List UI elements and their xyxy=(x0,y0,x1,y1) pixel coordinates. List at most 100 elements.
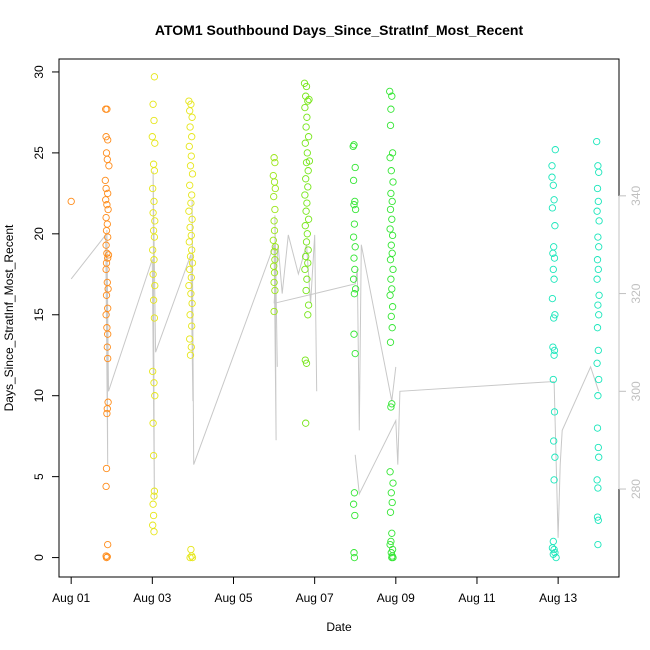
data-point xyxy=(270,226,279,235)
data-point xyxy=(186,107,194,115)
data-point xyxy=(186,553,194,562)
data-point xyxy=(270,278,278,287)
data-point xyxy=(304,183,312,191)
data-point xyxy=(188,259,197,267)
data-point xyxy=(594,392,602,400)
data-point xyxy=(304,311,312,319)
data-point xyxy=(105,162,113,170)
data-point xyxy=(151,217,159,225)
chart-title: ATOM1 Southbound Days_Since_StratInf_Mos… xyxy=(155,22,524,38)
data-point xyxy=(102,184,110,193)
data-point xyxy=(188,191,196,199)
data-point xyxy=(550,243,558,251)
data-point xyxy=(303,113,311,121)
data-point xyxy=(386,468,394,476)
data-point xyxy=(303,199,311,207)
data-point xyxy=(188,215,196,223)
data-point xyxy=(594,197,602,206)
data-point xyxy=(269,171,277,180)
data-point xyxy=(351,349,359,358)
y-tick-label: 25 xyxy=(32,146,46,160)
y-tick-label: 20 xyxy=(32,227,46,241)
data-point xyxy=(386,291,394,299)
data-point xyxy=(351,511,359,520)
data-point xyxy=(149,367,157,376)
series-1 xyxy=(67,105,113,562)
data-point xyxy=(302,82,311,91)
data-point xyxy=(594,484,602,492)
data-point xyxy=(386,256,395,264)
data-point xyxy=(387,403,395,411)
line-segment-2 xyxy=(273,234,318,392)
data-point xyxy=(550,545,558,554)
data-point xyxy=(550,196,558,204)
data-point xyxy=(271,184,279,193)
data-point xyxy=(386,205,395,214)
data-point xyxy=(104,540,112,549)
data-point xyxy=(351,285,360,293)
data-point xyxy=(304,259,312,267)
data-point xyxy=(186,311,194,319)
data-point xyxy=(594,233,602,241)
data-point xyxy=(594,540,602,549)
data-point xyxy=(151,281,159,290)
data-point xyxy=(387,105,395,113)
data-point xyxy=(349,142,357,151)
data-point xyxy=(388,215,396,223)
data-point xyxy=(188,322,196,330)
data-point xyxy=(150,197,158,206)
data-point xyxy=(550,476,558,484)
data-point xyxy=(350,254,358,262)
data-point xyxy=(102,241,110,249)
data-point xyxy=(386,225,394,233)
data-point xyxy=(595,453,603,461)
data-point xyxy=(594,162,602,170)
data-point xyxy=(149,419,157,427)
data-point xyxy=(388,529,396,537)
data-point xyxy=(550,408,559,416)
data-point xyxy=(388,400,396,408)
data-point xyxy=(349,275,358,283)
data-point xyxy=(150,528,158,536)
data-point xyxy=(187,152,195,160)
data-point xyxy=(386,87,394,96)
data-point xyxy=(185,207,193,215)
data-point xyxy=(595,375,603,384)
data-point xyxy=(548,173,556,181)
line-segment-1 xyxy=(70,171,278,499)
data-point xyxy=(149,296,158,304)
data-point xyxy=(594,516,602,524)
data-point xyxy=(388,249,396,257)
data-point xyxy=(304,133,313,141)
data-point xyxy=(387,537,395,546)
data-point xyxy=(186,223,194,232)
data-point xyxy=(350,220,359,228)
data-point xyxy=(187,231,195,240)
data-point xyxy=(150,233,159,241)
data-point xyxy=(103,409,111,418)
data-point xyxy=(548,162,556,170)
data-point xyxy=(387,189,395,198)
data-point xyxy=(149,270,157,278)
data-point xyxy=(104,354,112,363)
data-point xyxy=(185,142,193,151)
data-point xyxy=(188,170,197,178)
data-point xyxy=(388,498,396,507)
data-point xyxy=(271,243,279,251)
data-point xyxy=(594,443,602,452)
data-point xyxy=(302,252,310,261)
data-point xyxy=(303,275,311,283)
data-point xyxy=(304,246,312,254)
data-point xyxy=(305,95,313,104)
data-point xyxy=(185,238,193,246)
data-point xyxy=(594,301,602,309)
data-point xyxy=(270,247,278,256)
data-point xyxy=(187,290,195,298)
data-point xyxy=(104,330,112,338)
data-point xyxy=(595,311,603,319)
data-point xyxy=(387,489,395,497)
data-point xyxy=(149,160,158,168)
data-point xyxy=(304,215,313,223)
data-point xyxy=(188,246,196,254)
data-point xyxy=(187,199,195,207)
